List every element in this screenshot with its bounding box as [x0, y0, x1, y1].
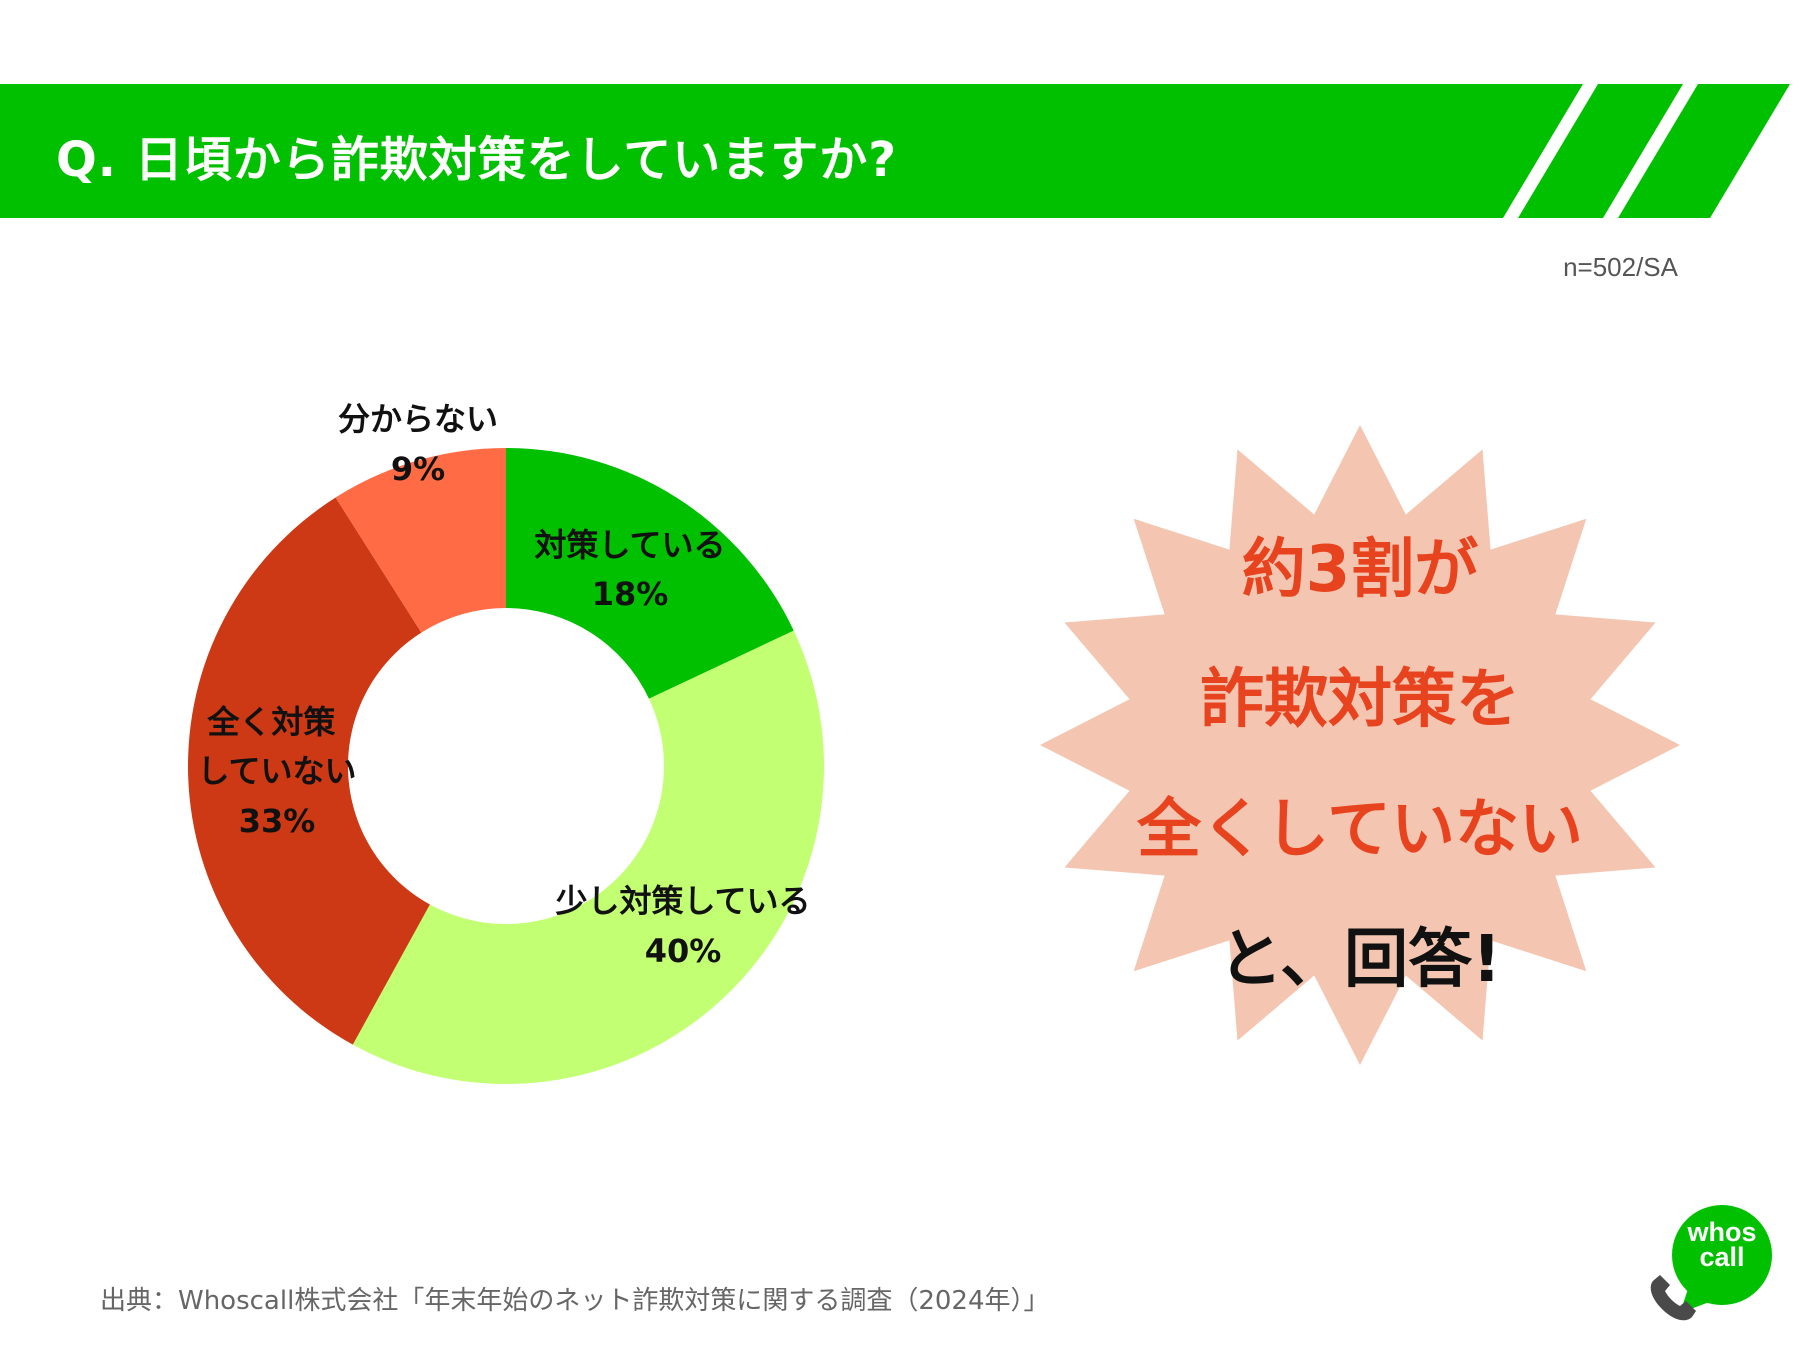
question-title: Q. 日頃から詐欺対策をしていますか? [56, 132, 898, 188]
header-stripe-2 [1603, 84, 1698, 218]
callout-line-2: 詐欺対策を [1200, 663, 1520, 737]
phone-icon [1650, 1275, 1696, 1321]
slice-label-taisaku: 対策している [534, 526, 725, 564]
slice-value-taisaku: 18% [592, 575, 669, 613]
header-bar [0, 84, 1790, 218]
slice-sukoshi [352, 630, 824, 1084]
source-citation: 出典：Whoscall株式会社「年末年始のネット詐欺対策に関する調査（2024年… [100, 1286, 1050, 1316]
callout-line-1: 約3割が [1241, 533, 1479, 607]
slice-wakaranai [335, 448, 506, 633]
slice-mattaku [187, 497, 430, 1045]
slice-value-wakaranai: 9% [391, 450, 445, 488]
sample-size-note: n=502/SA [1563, 252, 1678, 282]
callout-line-4: と、回答! [1218, 923, 1502, 997]
slice-value-mattaku: 33% [239, 802, 316, 840]
logo-line-2: call [1699, 1242, 1745, 1272]
starburst-callout [1040, 425, 1680, 1065]
logo-line-1: whos [1687, 1217, 1757, 1247]
slice-taisaku [506, 448, 794, 699]
slice-label-sukoshi: 少し対策している [555, 882, 810, 920]
donut-chart: 対策している 18% 少し対策している 40% 全く対策 していない 33% 分… [187, 400, 824, 1084]
callout-line-3: 全くしていない [1136, 793, 1584, 867]
slice-label-wakaranai: 分からない [338, 400, 498, 438]
whoscall-logo [1650, 1205, 1772, 1321]
callout-text: 約3割が 詐欺対策を 全くしていない と、回答! [1100, 505, 1620, 1025]
slice-value-sukoshi: 40% [645, 932, 722, 970]
slice-label-mattaku: 全く対策 していない [197, 703, 356, 790]
header-stripe-1 [1503, 84, 1598, 218]
logo-wordmark: whos call [1672, 1217, 1772, 1272]
